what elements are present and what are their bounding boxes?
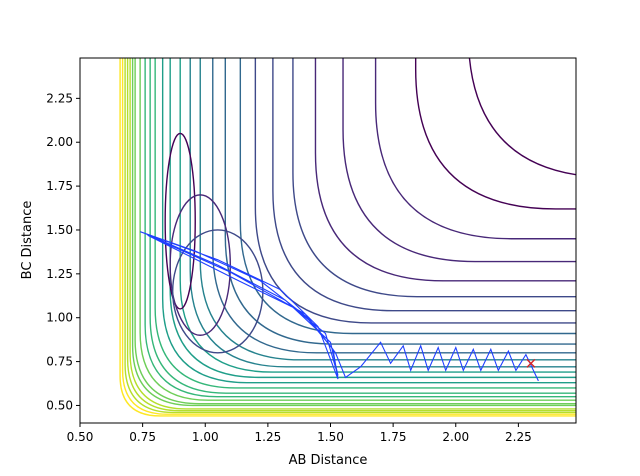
contour-line [154,58,576,389]
x-tick-label: 1.25 [255,430,282,444]
contour-line [272,58,576,312]
contour-line [124,58,576,414]
contour-line [131,58,576,407]
x-tick-label: 1.75 [380,430,407,444]
contour-line [129,58,576,410]
contour-line [374,58,576,240]
contour-line [134,58,576,405]
y-tick-label: 2.25 [46,91,73,105]
y-axis-label: BC Distance [20,201,35,280]
contour-line [169,58,576,379]
contour-loop [164,132,196,310]
x-axis-label: AB Distance [289,453,368,468]
contour-line [342,58,576,263]
y-tick-label: 2.00 [46,135,73,149]
plot-frame [79,57,577,424]
x-tick-label: 2.00 [442,430,469,444]
y-tick-label: 1.00 [46,311,73,325]
y-tick-label: 1.75 [46,179,73,193]
contour-line [314,58,576,282]
x-tick-label: 2.25 [505,430,532,444]
x-axis-ticks: 0.50 0.75 1.00 1.25 1.50 1.75 2.00 2.25 [67,423,532,444]
contour-line [139,58,576,401]
contour-line [161,58,576,384]
contour-line [119,58,576,417]
contour-loop [169,194,232,336]
trajectory-line [139,231,539,382]
x-tick-label: 1.50 [317,430,344,444]
contour-line [414,58,576,210]
contour-line [468,58,576,176]
x-tick-label: 1.00 [192,430,219,444]
contour-line [199,58,576,361]
y-tick-label: 1.50 [46,223,73,237]
y-tick-label: 1.25 [46,267,73,281]
contour-line [144,58,576,398]
y-tick-label: 0.50 [46,398,73,412]
contour-line [126,58,576,412]
contour-line [224,58,576,345]
y-tick-label: 0.75 [46,355,73,369]
x-tick-label: 0.75 [129,430,156,444]
contour-loop [171,229,264,354]
plot-area [119,58,576,417]
end-marker-stroke [526,358,536,368]
contour-line [179,58,576,373]
y-axis-ticks: 0.50 0.75 1.00 1.25 1.50 1.75 2.00 2.25 [46,91,80,412]
end-marker [526,358,536,368]
contour-line [292,58,576,298]
contour-line [149,58,576,394]
x-tick-label: 0.50 [67,430,94,444]
contour-line [121,58,576,415]
